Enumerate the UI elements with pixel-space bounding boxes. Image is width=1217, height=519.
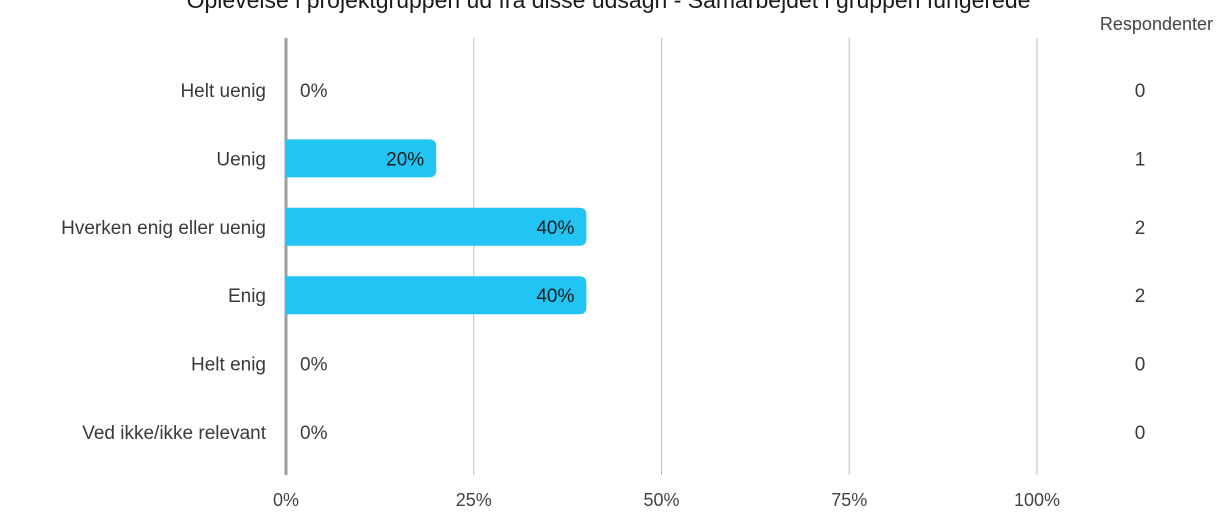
x-tick-label: 100% bbox=[1014, 490, 1060, 510]
bar bbox=[286, 139, 437, 178]
respondent-count: 2 bbox=[1135, 218, 1146, 239]
bars bbox=[286, 139, 587, 315]
category-label: Ved ikke/ikke relevant bbox=[82, 423, 266, 444]
x-tick-label: 75% bbox=[831, 490, 867, 510]
bar bbox=[286, 207, 587, 246]
chart-title: Oplevelse i projektgruppen ud fra disse … bbox=[186, 0, 1031, 13]
value-label: 0% bbox=[300, 81, 328, 102]
value-label: 40% bbox=[536, 218, 574, 239]
x-tick-label: 0% bbox=[273, 490, 299, 510]
grid-lines bbox=[284, 38, 1038, 475]
respondent-count: 0 bbox=[1135, 355, 1146, 376]
category-label: Helt uenig bbox=[180, 81, 266, 102]
category-label: Uenig bbox=[216, 149, 266, 170]
category-label: Hverken enig eller uenig bbox=[61, 218, 266, 239]
value-label: 0% bbox=[300, 423, 328, 444]
bar bbox=[286, 276, 587, 315]
respondent-count: 0 bbox=[1135, 81, 1146, 102]
respondent-count: 1 bbox=[1135, 149, 1146, 170]
x-tick-label: 25% bbox=[456, 490, 492, 510]
value-label: 0% bbox=[300, 355, 328, 376]
respondent-count: 2 bbox=[1135, 286, 1146, 307]
x-tick-label: 50% bbox=[643, 490, 679, 510]
value-label: 20% bbox=[386, 149, 424, 170]
category-label: Enig bbox=[228, 286, 266, 307]
respondents-header: Respondenter bbox=[1099, 14, 1213, 34]
category-label: Helt enig bbox=[191, 355, 266, 376]
value-label: 40% bbox=[536, 286, 574, 307]
respondent-count: 0 bbox=[1135, 423, 1146, 444]
